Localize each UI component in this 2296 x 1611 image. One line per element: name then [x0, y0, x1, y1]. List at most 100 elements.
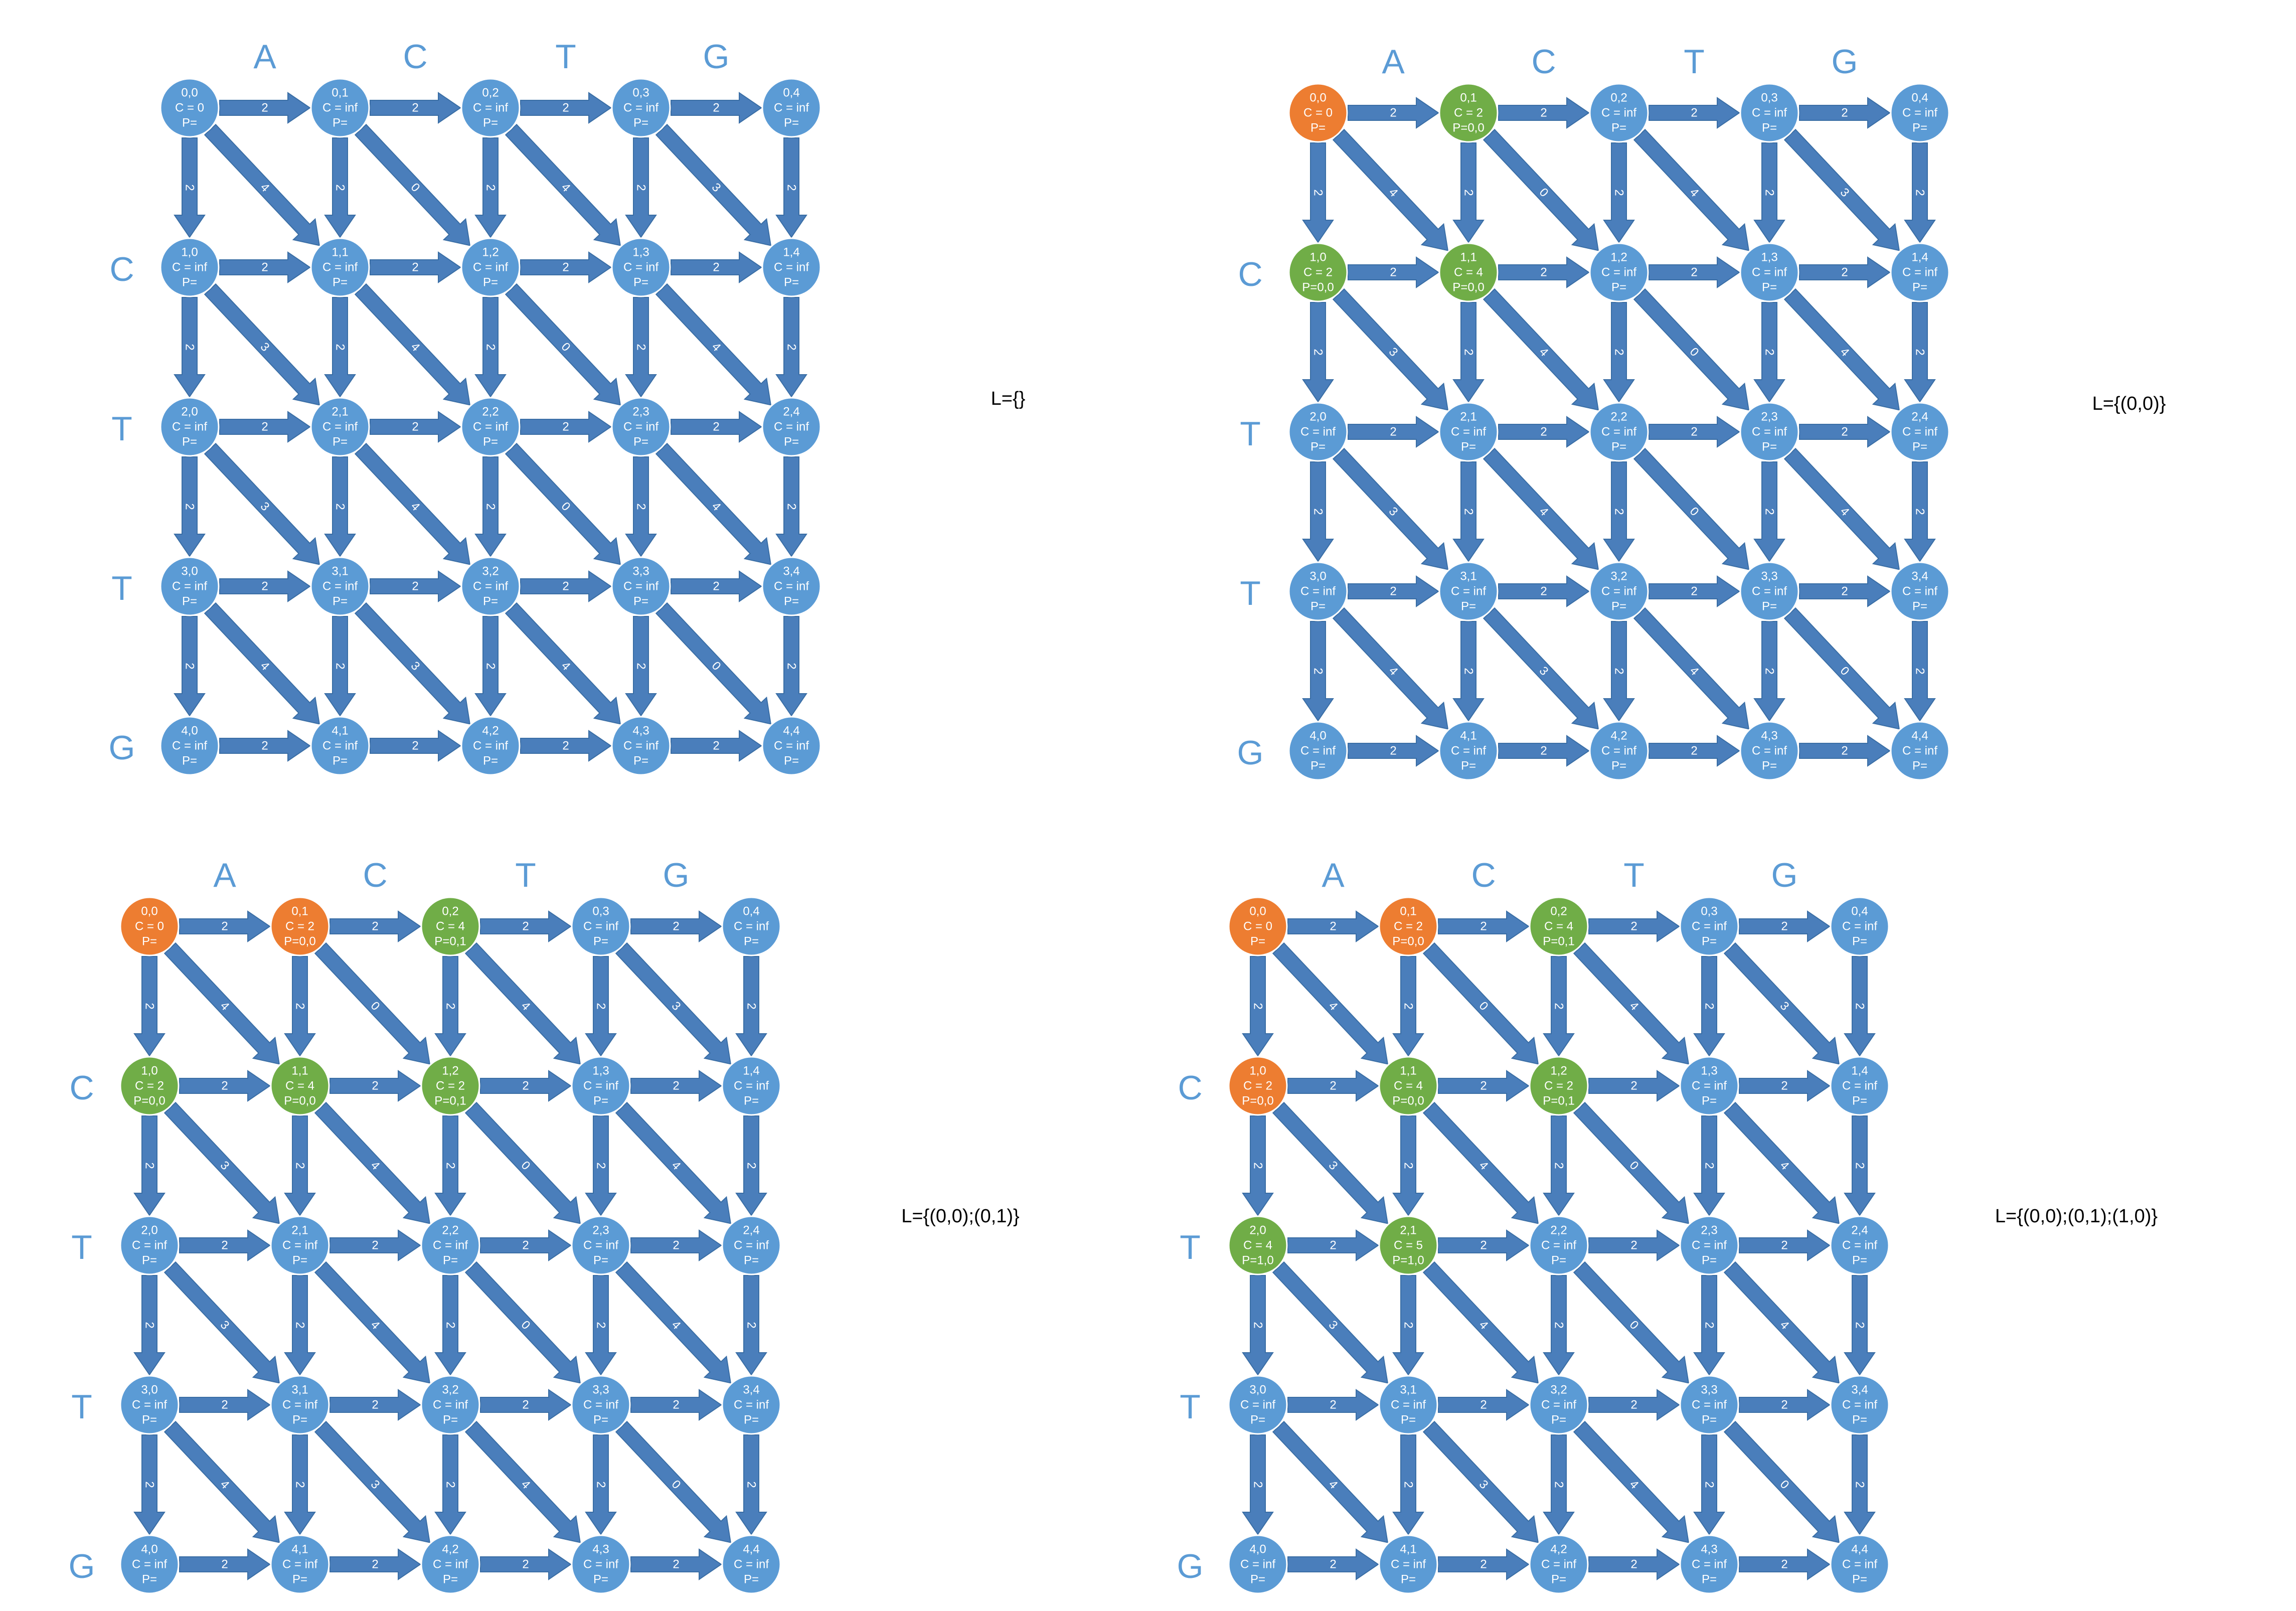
horizontal-edge-weight: 2: [261, 101, 268, 115]
diagonal-edge: [163, 1101, 280, 1224]
horizontal-edge-weight: 2: [1691, 266, 1697, 279]
node-cost: C = 2: [1243, 1079, 1272, 1093]
diagonal-edge: [1332, 128, 1449, 251]
horizontal-edge: [1588, 910, 1680, 942]
horizontal-edge: [1438, 910, 1530, 942]
vertical-edge-weight: 2: [785, 344, 798, 350]
diagonal-edge: [204, 283, 320, 406]
vertical-edge-weight: 2: [1853, 1162, 1867, 1169]
node-cost: C = inf: [322, 739, 358, 753]
diagonal-edge: [1483, 447, 1599, 570]
node-id: 0,3: [1701, 905, 1717, 918]
vertical-edge: [1302, 142, 1334, 243]
node-predecessor: P=: [744, 1254, 759, 1267]
node-id: 3,3: [632, 565, 649, 578]
node-predecessor: P=: [1762, 121, 1777, 135]
node-circle: [761, 556, 822, 616]
node-cost: C = inf: [1842, 920, 1877, 933]
horizontal-edge-weight: 2: [713, 420, 719, 434]
horizontal-edge: [1498, 575, 1590, 607]
vertical-edge-weight: 2: [634, 184, 648, 191]
node-id: 1,3: [632, 246, 649, 259]
horizontal-edge: [671, 251, 762, 283]
vertical-edge-weight: 2: [1251, 1322, 1265, 1328]
vertical-edge: [1603, 621, 1635, 722]
node-cost: C = inf: [1601, 744, 1636, 758]
horizontal-edge: [520, 570, 612, 602]
vertical-edge: [1844, 1115, 1876, 1216]
horizontal-edge-weight: 2: [1330, 1239, 1336, 1252]
node-id: 4,4: [1911, 729, 1928, 743]
node-cost: C = inf: [473, 580, 508, 593]
node-predecessor: P=: [593, 935, 608, 948]
horizontal-edge-weight: 2: [1330, 1079, 1336, 1093]
node-predecessor: P=: [744, 1573, 759, 1586]
graph-node: 4,4 C = inf P=: [721, 1534, 781, 1594]
node-id: 1,2: [1610, 251, 1627, 264]
node-cost: C = inf: [1842, 1558, 1877, 1571]
node-cost: C = inf: [1842, 1398, 1877, 1412]
vertical-edge-weight: 2: [1853, 1322, 1867, 1328]
node-circle: [1228, 1056, 1288, 1116]
node-id: 4,2: [1610, 729, 1627, 743]
node-predecessor: P=: [483, 276, 498, 289]
node-cost: C = inf: [473, 420, 508, 434]
horizontal-edge-weight: 2: [673, 920, 679, 933]
node-circle: [1739, 242, 1799, 302]
vertical-edge-weight: 2: [785, 184, 798, 191]
node-id: 2,2: [1550, 1224, 1567, 1237]
node-cost: C = inf: [473, 261, 508, 274]
horizontal-edge-weight: 2: [1330, 920, 1336, 933]
node-predecessor: P=: [1611, 440, 1626, 454]
node-circle: [1890, 561, 1950, 621]
horizontal-edge: [1799, 575, 1891, 607]
horizontal-edge-weight: 2: [1691, 425, 1697, 439]
top-sequence-letter: C: [1531, 43, 1556, 81]
diagonal-edge: [1422, 1261, 1539, 1384]
diagonal-edge: [1272, 1420, 1389, 1543]
horizontal-edge: [630, 1070, 722, 1102]
node-predecessor: P=: [1461, 440, 1476, 454]
node-circle: [270, 1215, 330, 1275]
node-predecessor: P=: [784, 435, 799, 449]
node-circle: [460, 237, 521, 297]
node-circle: [1438, 561, 1499, 621]
graph-node: 1,4 C = inf P=: [761, 237, 822, 297]
horizontal-edge-weight: 2: [372, 920, 378, 933]
horizontal-edge-weight: 2: [1781, 920, 1787, 933]
diagonal-edge: [314, 1101, 431, 1224]
node-id: 3,2: [482, 565, 499, 578]
node-cost: C = 2: [285, 920, 314, 933]
horizontal-edge: [330, 1548, 421, 1580]
node-predecessor: P=: [1912, 281, 1927, 294]
diagonal-edge: [1483, 607, 1599, 730]
node-cost: C = inf: [1391, 1398, 1426, 1412]
node-cost: C = inf: [623, 580, 659, 593]
diagonal-edge: [505, 442, 621, 565]
node-predecessor: P=: [483, 116, 498, 130]
horizontal-edge-weight: 2: [1330, 1398, 1336, 1412]
node-circle: [1890, 402, 1950, 462]
diagonal-edge: [1272, 1261, 1389, 1384]
vertical-edge-weight: 2: [183, 663, 197, 669]
node-cost: C = inf: [322, 580, 358, 593]
node-id: 2,1: [291, 1224, 308, 1237]
edges: 22 422 022 422 3 222 322 422 022 4 222 322 422 022 4 22…: [1242, 910, 1876, 1580]
diagonal-edge: [163, 942, 280, 1065]
vertical-edge: [585, 1434, 617, 1535]
node-id: 3,0: [141, 1383, 157, 1397]
node-circle: [1288, 83, 1348, 143]
node-id: 4,1: [332, 724, 348, 738]
horizontal-edge-weight: 2: [1390, 585, 1396, 598]
node-id: 4,3: [632, 724, 649, 738]
horizontal-edge: [179, 1389, 271, 1421]
horizontal-edge-weight: 2: [1630, 920, 1637, 933]
node-predecessor: P=: [1702, 1573, 1717, 1586]
diagonal-edge: [505, 283, 621, 406]
node-predecessor: P=: [784, 116, 799, 130]
